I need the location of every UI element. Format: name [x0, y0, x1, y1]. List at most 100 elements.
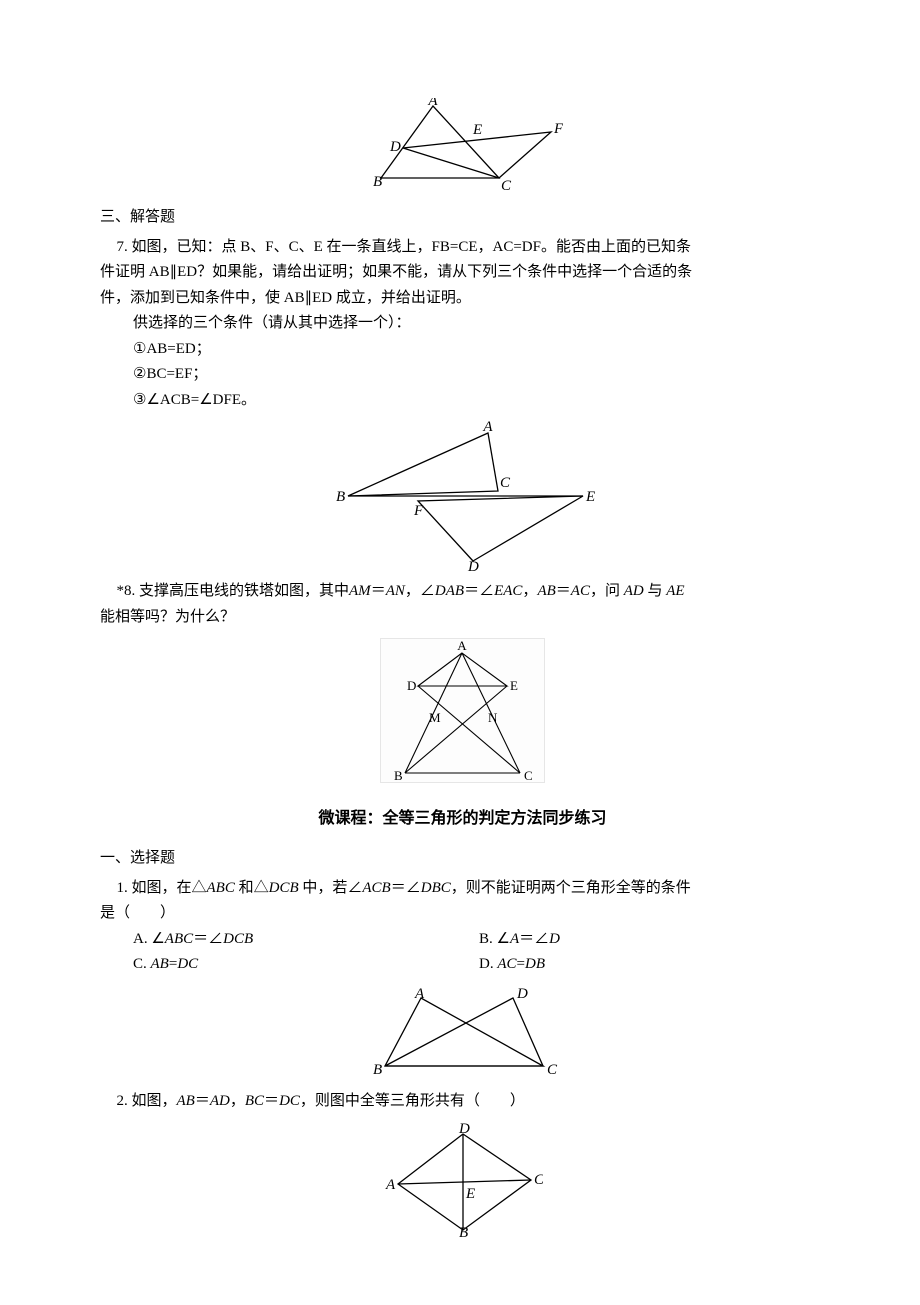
q1-A-pre: A. ∠ [133, 931, 165, 947]
q8-i5: AB [537, 583, 555, 599]
q1-l1e: ，则不能证明两个三角形全等的条件 [451, 880, 691, 896]
q1-C-i2: DC [177, 956, 198, 972]
q8-c2: ， [522, 583, 537, 599]
label-A: A [427, 98, 438, 109]
label-B: B [373, 174, 382, 190]
q8-c4: 与 [644, 583, 667, 599]
section-3-heading: 三、解答题 [100, 205, 825, 231]
q2-label-B: B [459, 1225, 468, 1237]
q8-stem: *8. 支撑高压电线的铁塔如图，其中 AM＝AN，∠DAB＝∠EAC，AB＝AC… [100, 579, 825, 605]
q7-stem-line3: 件，添加到已知条件中，使 AB∥ED 成立，并给出证明。 [100, 286, 825, 312]
q1-options-row2: C. AB=DC D. AC=DB [133, 952, 825, 978]
q2-i1: AB [177, 1093, 195, 1109]
q8-label-D: D [407, 678, 416, 693]
figure-q8: A D E M N B C [380, 638, 545, 783]
q2-i4: DC [279, 1093, 300, 1109]
q1-opt-D: D. AC=DB [479, 952, 825, 978]
q1-l1a: 1. 如图，在△ [117, 880, 207, 896]
q2-i2: AD [210, 1093, 230, 1109]
q1-B-i: A [510, 931, 519, 947]
q1-l1c: 中，若∠ [299, 880, 363, 896]
q2-stem: 2. 如图，AB＝AD，BC＝DC，则图中全等三角形共有（ ） [100, 1089, 825, 1115]
q1-D-i2: DB [525, 956, 545, 972]
section-1-heading: 一、选择题 [100, 846, 825, 872]
q1-D-mid: = [517, 956, 525, 972]
q1-options-row1: A. ∠ABC＝∠DCB B. ∠A＝∠D [133, 927, 825, 953]
q8-i6: AC [571, 583, 590, 599]
q8-eq1: ＝ [371, 583, 386, 599]
q1-i4: DBC [421, 880, 451, 896]
q8-i1: AM [349, 583, 371, 599]
q8-label-N: N [488, 710, 498, 725]
q2-eq1: ＝ [195, 1093, 210, 1109]
label-E: E [472, 122, 482, 138]
q8-label-E: E [510, 678, 518, 693]
q8-eq3: ＝ [556, 583, 571, 599]
q1-stem: 1. 如图，在△ABC 和△DCB 中，若∠ACB＝∠DBC，则不能证明两个三角… [100, 876, 825, 902]
q1-B-i2: D [549, 931, 560, 947]
q7-choose-hint: 供选择的三个条件（请从其中选择一个）： [100, 311, 825, 337]
q2-label-C: C [534, 1172, 543, 1188]
q7-stem-line1: 7. 如图，已知：点 B、F、C、E 在一条直线上，FB=CE，AC=DF。能否… [100, 235, 825, 261]
q1-A-mid: ＝∠ [193, 931, 223, 947]
q2-eq2: ＝ [264, 1093, 279, 1109]
q8-label-M: M [429, 710, 441, 725]
q1-l1d: ＝∠ [391, 880, 421, 896]
q7-label-B: B [336, 489, 345, 505]
figure-q2: D A C E B [383, 1122, 543, 1237]
q1-D-i: AC [497, 956, 516, 972]
q2-label-E: E [465, 1186, 475, 1202]
label-D: D [389, 139, 401, 155]
q8-stem-line2: 能相等吗？为什么？ [100, 605, 825, 631]
q8-i3: DAB [435, 583, 464, 599]
q8-i4: EAC [494, 583, 522, 599]
q1-i2: DCB [269, 880, 299, 896]
q1-label-D: D [516, 986, 528, 1002]
q8-c3: ，问 [590, 583, 624, 599]
q1-i3: ACB [362, 880, 390, 896]
q1-B-mid: ＝∠ [519, 931, 549, 947]
q1-C-i: AB [151, 956, 169, 972]
q1-label-B: B [373, 1062, 382, 1078]
q8-label-A: A [457, 638, 467, 653]
q1-D-pre: D. [479, 956, 497, 972]
q7-label-A: A [482, 421, 493, 435]
q1-opt-A: A. ∠ABC＝∠DCB [133, 927, 479, 953]
q1-stem-line2: 是（ ） [100, 901, 825, 927]
q1-opt-B: B. ∠A＝∠D [479, 927, 825, 953]
q7-label-F: F [413, 503, 424, 519]
q1-A-i: ABC [165, 931, 193, 947]
q2-a: 2. 如图， [117, 1093, 177, 1109]
q1-l1b: 和△ [235, 880, 269, 896]
q8-l1a: *8. 支撑高压电线的铁塔如图，其中 [117, 579, 350, 605]
q1-C-pre: C. [133, 956, 151, 972]
figure-q7: A B C F E D [328, 421, 598, 571]
figure-intro: A B C D E F [363, 98, 563, 193]
q7-opt2: ②BC=EF； [100, 362, 825, 388]
q1-B-pre: B. ∠ [479, 931, 510, 947]
q7-label-C: C [500, 475, 511, 491]
q2-i3: BC [245, 1093, 264, 1109]
q8-c1: ，∠ [405, 583, 435, 599]
q8-i8: AE [666, 583, 684, 599]
q2-c1: ， [230, 1093, 245, 1109]
label-C: C [501, 178, 512, 193]
q1-opt-C: C. AB=DC [133, 952, 479, 978]
q8-i2: AN [386, 583, 405, 599]
figure-q1: A D B C [363, 986, 563, 1081]
q1-label-C: C [547, 1062, 558, 1078]
worksheet-title: 微课程：全等三角形的判定方法同步练习 [100, 805, 825, 832]
q2-b: ，则图中全等三角形共有（ ） [300, 1093, 525, 1109]
q7-label-D: D [467, 559, 479, 571]
q8-label-B: B [394, 768, 403, 783]
q8-label-C: C [524, 768, 533, 783]
q1-A-i2: DCB [223, 931, 253, 947]
q7-opt3: ③∠ACB=∠DFE。 [100, 388, 825, 414]
q8-i7: AD [624, 583, 644, 599]
q2-label-A: A [385, 1177, 396, 1193]
q8-eq2: ＝∠ [464, 583, 494, 599]
label-F: F [553, 121, 563, 137]
q7-opt1: ①AB=ED； [100, 337, 825, 363]
q7-label-E: E [585, 489, 595, 505]
q1-label-A: A [414, 986, 425, 1002]
